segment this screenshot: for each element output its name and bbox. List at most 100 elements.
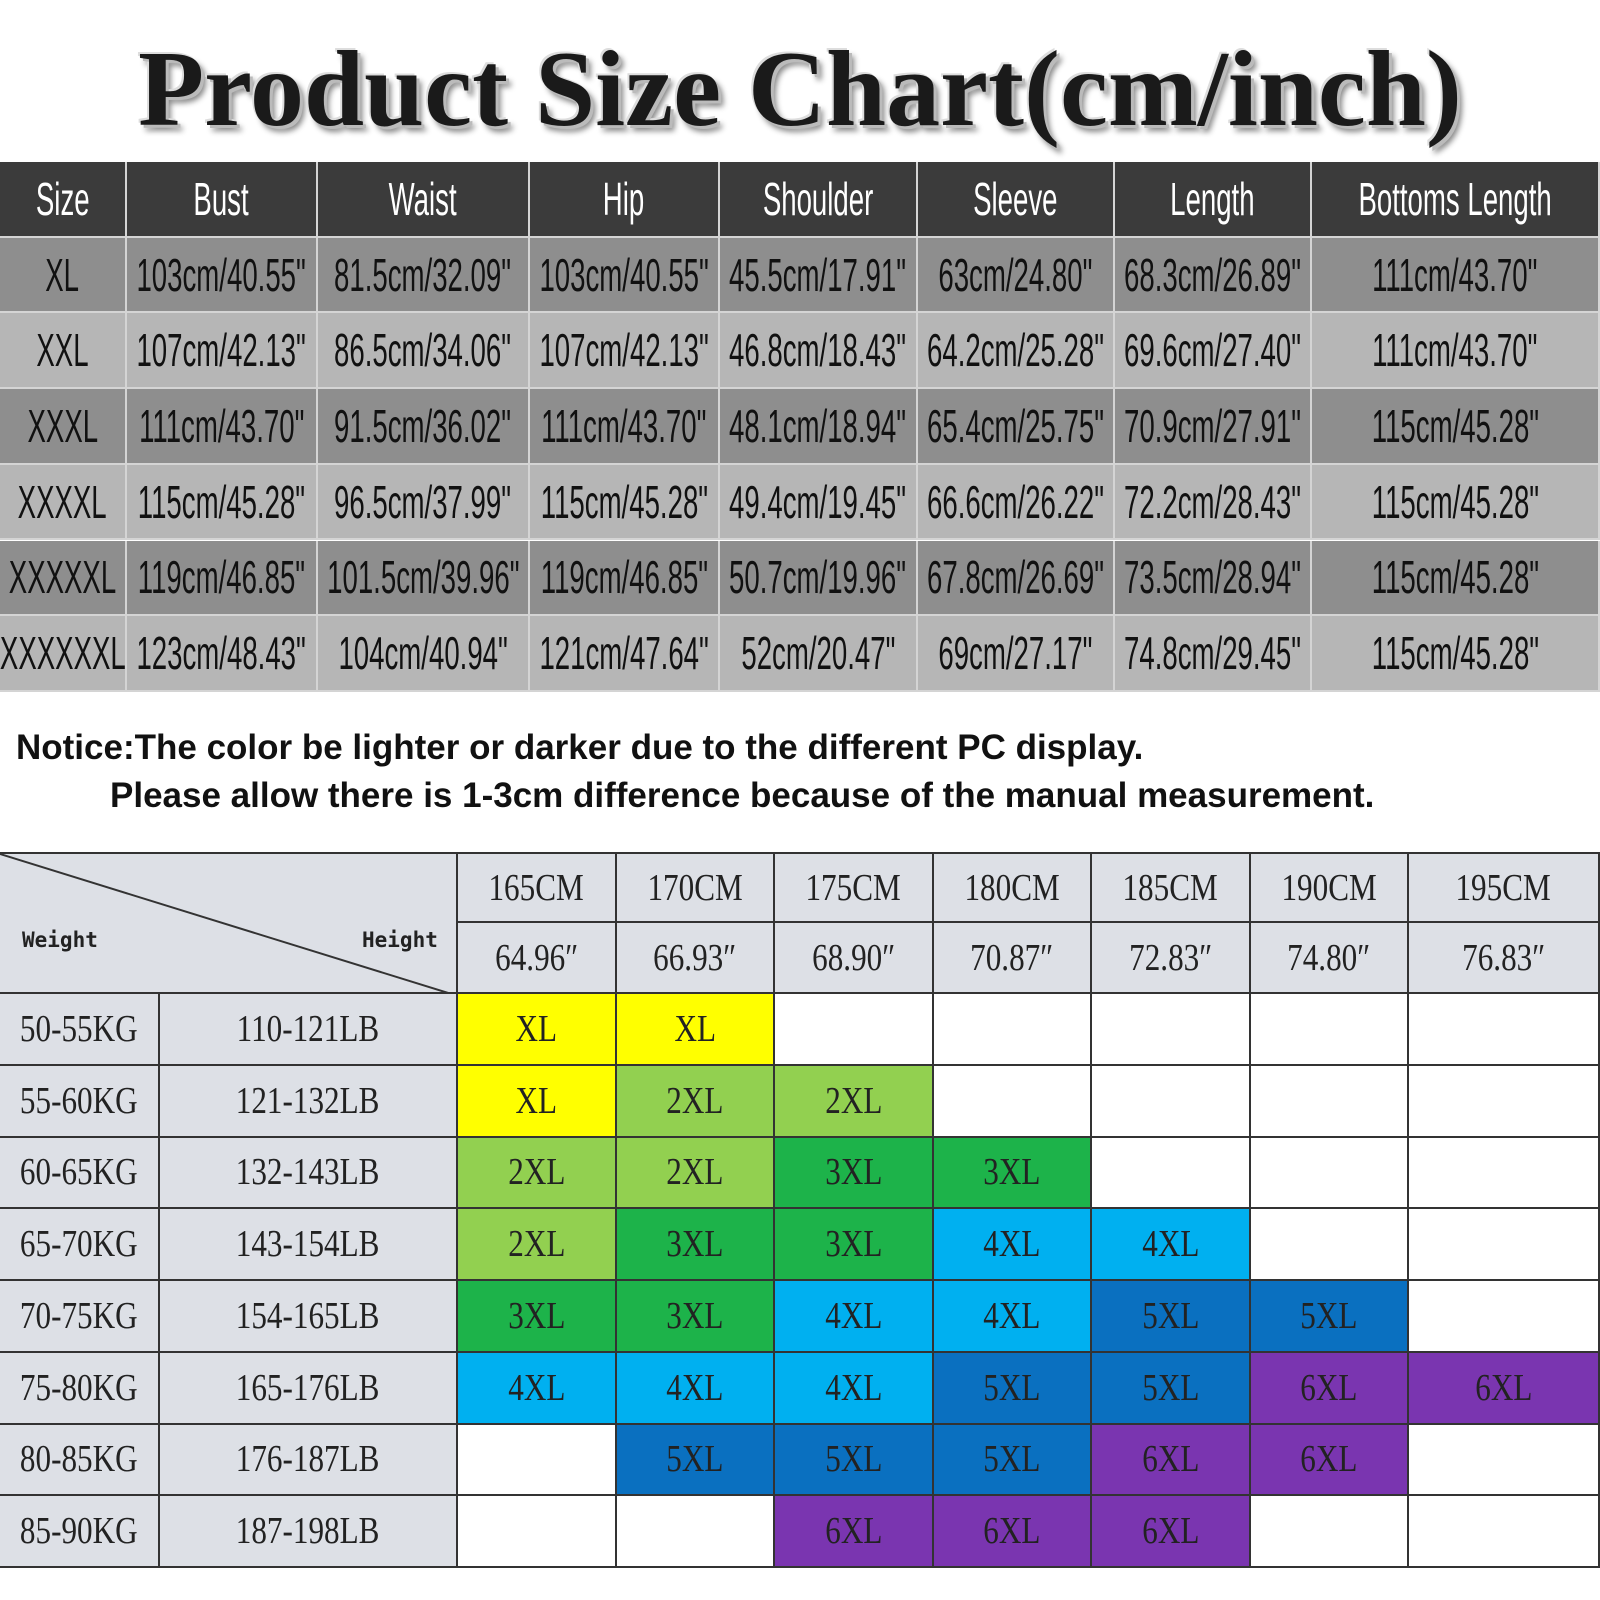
size-measure-text: 115cm/45.28": [137, 475, 306, 528]
size-measure-text: 72.2cm/28.43": [1123, 475, 1302, 528]
fit-size: 4XL: [775, 1352, 934, 1425]
height-in: 72.83″: [1092, 923, 1251, 994]
height-in: 70.87″: [934, 923, 1092, 994]
fit-size-text: 4XL: [983, 1223, 1041, 1266]
size-measure-text: 119cm/46.85": [137, 551, 306, 604]
fit-size: [1409, 994, 1600, 1066]
size-measure: 111cm/43.70": [530, 389, 720, 465]
weight-lb: 187-198LB: [160, 1496, 458, 1568]
fit-size-text: 2XL: [666, 1151, 724, 1194]
fit-size-text: 6XL: [824, 1510, 883, 1553]
height-cm-text: 190CM: [1281, 866, 1377, 909]
height-in: 76.83″: [1409, 923, 1600, 994]
size-header-text: Waist: [389, 172, 457, 225]
size-measure: 49.4cm/19.45": [720, 464, 918, 541]
weight-label: Weight: [22, 928, 98, 952]
fit-size: [775, 994, 934, 1066]
height-cm: 195CM: [1409, 852, 1600, 923]
weight-kg: 80-85KG: [0, 1424, 160, 1497]
size-name-text: XXXXXL: [8, 551, 117, 604]
size-measure: 73.5cm/28.94": [1115, 540, 1312, 617]
size-measure: 115cm/45.28": [1312, 616, 1600, 692]
size-measure: 70.9cm/27.91": [1115, 389, 1312, 465]
height-cm: 170CM: [617, 852, 775, 923]
size-header-text: Size: [35, 172, 90, 225]
fit-size: 2XL: [617, 1137, 775, 1210]
size-header: Bottoms Length: [1312, 162, 1600, 238]
fit-size: 2XL: [458, 1137, 617, 1210]
size-name-text: XL: [45, 248, 80, 301]
size-measure-text: 81.5cm/32.09": [334, 248, 512, 301]
size-measure-text: 115cm/45.28": [1371, 627, 1539, 680]
weight-lb-text: 176-187LB: [236, 1438, 380, 1481]
size-measure-text: 103cm/40.55": [539, 248, 709, 301]
fit-size: [1409, 1496, 1600, 1568]
fit-size-text: XL: [515, 1007, 558, 1050]
fit-size-text: 2XL: [507, 1223, 566, 1266]
weight-lb-text: 110-121LB: [236, 1007, 380, 1050]
height-in: 66.93″: [617, 923, 775, 994]
fit-size-text: 4XL: [824, 1294, 883, 1337]
fit-size-text: 3XL: [983, 1151, 1041, 1194]
height-cm-text: 180CM: [964, 866, 1060, 909]
size-measure: 46.8cm/18.43": [720, 313, 918, 390]
fit-size: 3XL: [617, 1209, 775, 1281]
height-cm-text: 185CM: [1122, 866, 1219, 909]
fit-size: XL: [458, 994, 617, 1066]
fit-size: [1251, 1137, 1409, 1210]
fit-size: XL: [458, 1065, 617, 1138]
fit-size-text: 6XL: [1300, 1438, 1358, 1481]
fit-size: 2XL: [458, 1209, 617, 1281]
fit-size-text: XL: [515, 1079, 558, 1122]
weight-lb: 132-143LB: [160, 1137, 458, 1210]
fit-size: [934, 1065, 1092, 1138]
size-measure-text: 107cm/42.13": [539, 324, 709, 377]
fit-size-text: 6XL: [1300, 1366, 1358, 1409]
fit-size: 6XL: [1092, 1496, 1251, 1568]
fit-size-text: 3XL: [666, 1223, 724, 1266]
fit-size-text: 4XL: [983, 1294, 1041, 1337]
fit-size-text: 4XL: [824, 1366, 883, 1409]
size-name: XL: [0, 237, 127, 314]
fit-size: 5XL: [934, 1424, 1092, 1497]
weight-kg-text: 75-80KG: [20, 1366, 138, 1409]
fit-size-text: 3XL: [666, 1294, 724, 1337]
size-measure-text: 68.3cm/26.89": [1123, 248, 1302, 301]
fit-size: [1409, 1137, 1600, 1210]
size-measure: 103cm/40.55": [127, 237, 318, 314]
weight-kg-text: 55-60KG: [20, 1079, 138, 1122]
notice-line: Please allow there is 1-3cm difference b…: [110, 776, 1375, 815]
size-measure-text: 115cm/45.28": [1371, 551, 1539, 604]
size-name: XXXL: [0, 389, 127, 465]
weight-kg-text: 70-75KG: [20, 1294, 138, 1337]
size-measure: 86.5cm/34.06": [318, 313, 530, 390]
size-measure: 115cm/45.28": [530, 464, 720, 541]
size-header-text: Length: [1170, 172, 1255, 225]
weight-lb: 154-165LB: [160, 1281, 458, 1353]
fit-size: 4XL: [934, 1209, 1092, 1281]
fit-size: 6XL: [1251, 1424, 1409, 1497]
size-measure: 111cm/43.70": [1312, 237, 1600, 314]
fit-size: 6XL: [1251, 1352, 1409, 1425]
height-in-text: 76.83″: [1461, 936, 1546, 979]
size-measure: 107cm/42.13": [530, 313, 720, 390]
weight-kg: 75-80KG: [0, 1352, 160, 1425]
fit-size-text: 2XL: [666, 1079, 724, 1122]
fit-size-text: 5XL: [1141, 1294, 1200, 1337]
height-in-text: 72.83″: [1128, 936, 1213, 979]
fit-size-text: 3XL: [507, 1294, 566, 1337]
size-measure: 81.5cm/32.09": [318, 237, 530, 314]
height-label: Height: [362, 928, 438, 952]
fit-size: [1092, 994, 1251, 1066]
size-header-text: Bust: [193, 172, 250, 225]
fit-size: 6XL: [1409, 1352, 1600, 1425]
size-measure-text: 65.4cm/25.75": [926, 399, 1105, 452]
fit-size-text: 5XL: [983, 1438, 1041, 1481]
fit-size-text: 4XL: [507, 1366, 566, 1409]
size-measure: 107cm/42.13": [127, 313, 318, 390]
weight-lb-text: 154-165LB: [236, 1294, 380, 1337]
fit-size: 6XL: [775, 1496, 934, 1568]
size-measure: 69cm/27.17": [918, 616, 1115, 692]
height-cm-text: 195CM: [1455, 866, 1552, 909]
size-measure-text: 64.2cm/25.28": [926, 324, 1105, 377]
